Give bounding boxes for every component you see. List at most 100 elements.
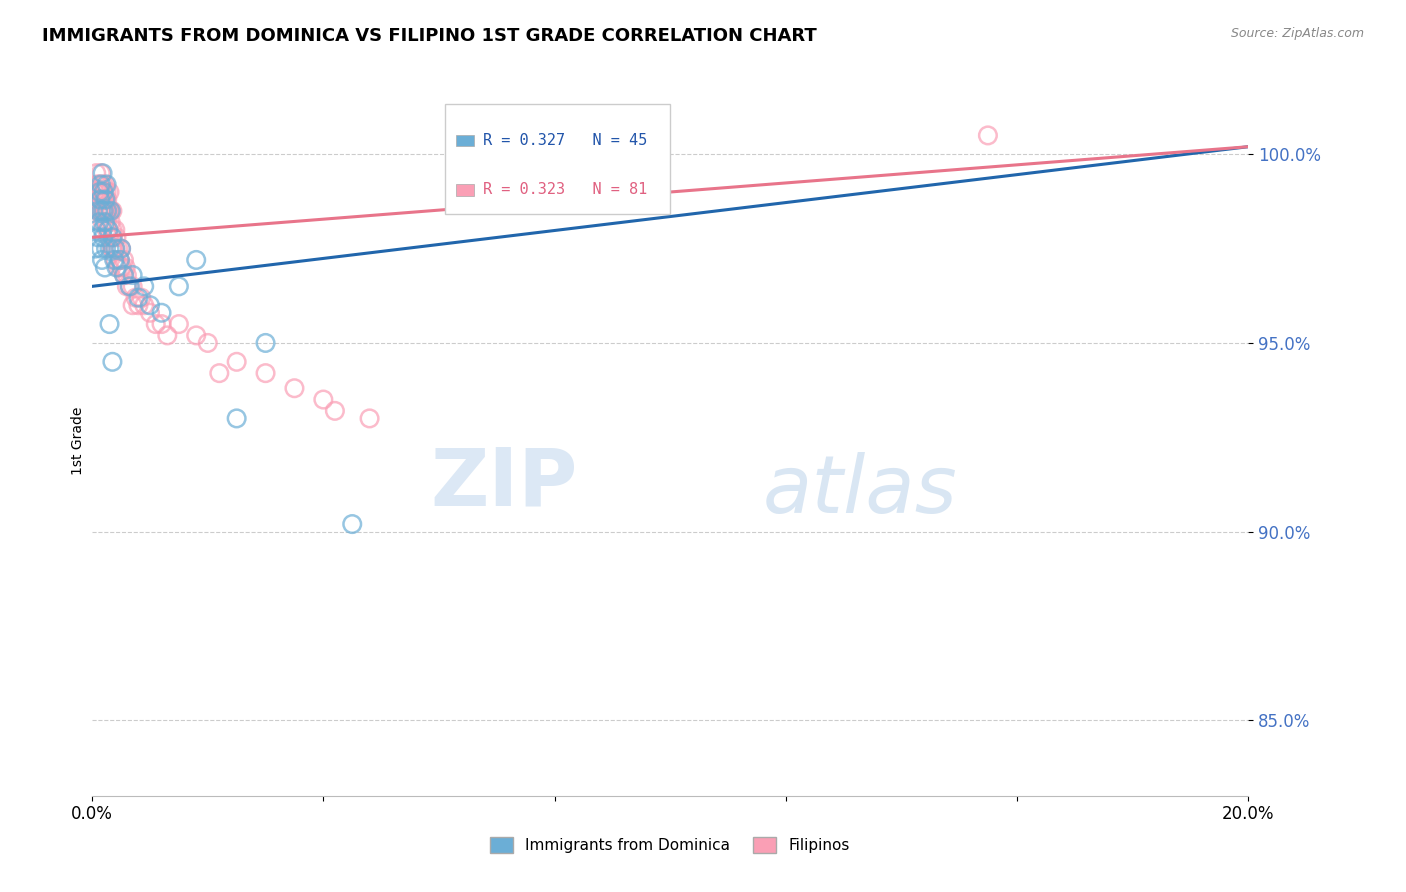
- Point: [91, 178, 114, 192]
- Point: [94, 242, 117, 256]
- Point: [134, 279, 156, 293]
- Point: [98, 203, 121, 218]
- Point: [93, 203, 115, 218]
- Point: [100, 203, 122, 218]
- Point: [312, 392, 335, 407]
- Point: [90, 193, 112, 207]
- Point: [93, 203, 115, 218]
- Point: [87, 185, 110, 199]
- Point: [90, 203, 112, 218]
- Point: [186, 252, 208, 267]
- Point: [93, 203, 115, 218]
- Point: [121, 279, 143, 293]
- Point: [111, 260, 134, 275]
- Point: [84, 242, 107, 256]
- Point: [90, 178, 112, 192]
- Point: [145, 317, 167, 331]
- Point: [94, 203, 117, 218]
- Point: [91, 166, 114, 180]
- Point: [89, 185, 111, 199]
- Point: [101, 223, 124, 237]
- Point: [104, 252, 127, 267]
- Text: R = 0.327   N = 45: R = 0.327 N = 45: [482, 133, 647, 148]
- Point: [84, 185, 107, 199]
- Point: [104, 223, 127, 237]
- Point: [91, 185, 114, 199]
- Point: [94, 178, 117, 192]
- Point: [100, 203, 122, 218]
- Point: [96, 203, 118, 218]
- Point: [101, 242, 124, 256]
- Point: [283, 381, 305, 395]
- Point: [103, 252, 125, 267]
- Point: [97, 203, 120, 218]
- Point: [96, 223, 118, 237]
- Point: [110, 242, 132, 256]
- Point: [186, 328, 208, 343]
- Point: [323, 404, 346, 418]
- Point: [254, 366, 277, 380]
- Point: [118, 279, 141, 293]
- Point: [134, 298, 156, 312]
- Point: [87, 215, 110, 229]
- Point: [96, 193, 118, 207]
- Point: [254, 335, 277, 350]
- Point: [91, 230, 114, 244]
- Point: [118, 279, 141, 293]
- Point: [112, 252, 135, 267]
- Point: [112, 268, 135, 282]
- Point: [93, 185, 115, 199]
- Point: [127, 298, 149, 312]
- Point: [94, 193, 117, 207]
- Point: [101, 242, 124, 256]
- Point: [105, 260, 128, 275]
- Point: [101, 230, 124, 244]
- Point: [87, 230, 110, 244]
- Point: [121, 298, 143, 312]
- Point: [98, 185, 121, 199]
- Point: [103, 242, 125, 256]
- Point: [93, 193, 115, 207]
- Point: [87, 203, 110, 218]
- Point: [114, 260, 136, 275]
- Point: [91, 193, 114, 207]
- Text: IMMIGRANTS FROM DOMINICA VS FILIPINO 1ST GRADE CORRELATION CHART: IMMIGRANTS FROM DOMINICA VS FILIPINO 1ST…: [42, 27, 817, 45]
- Point: [121, 268, 143, 282]
- Point: [110, 260, 132, 275]
- Point: [94, 260, 117, 275]
- Point: [101, 230, 124, 244]
- Point: [90, 203, 112, 218]
- Point: [86, 223, 108, 237]
- Point: [91, 215, 114, 229]
- Point: [124, 291, 146, 305]
- Point: [167, 317, 190, 331]
- Point: [150, 306, 173, 320]
- Legend: Immigrants from Dominica, Filipinos: Immigrants from Dominica, Filipinos: [484, 830, 856, 859]
- Point: [86, 178, 108, 192]
- Point: [98, 242, 121, 256]
- Point: [97, 223, 120, 237]
- Text: Source: ZipAtlas.com: Source: ZipAtlas.com: [1230, 27, 1364, 40]
- Point: [94, 215, 117, 229]
- Point: [87, 178, 110, 192]
- Point: [96, 178, 118, 192]
- Point: [115, 279, 138, 293]
- Point: [84, 166, 107, 180]
- Point: [90, 185, 112, 199]
- Point: [89, 185, 111, 199]
- Point: [91, 223, 114, 237]
- Point: [131, 291, 153, 305]
- Text: R = 0.323   N = 81: R = 0.323 N = 81: [482, 182, 647, 197]
- Point: [86, 193, 108, 207]
- Point: [94, 203, 117, 218]
- Point: [93, 185, 115, 199]
- Point: [107, 260, 129, 275]
- Point: [105, 230, 128, 244]
- Point: [101, 355, 124, 369]
- Point: [225, 355, 247, 369]
- Point: [108, 252, 131, 267]
- Point: [101, 203, 124, 218]
- Point: [96, 203, 118, 218]
- Point: [94, 193, 117, 207]
- Point: [342, 517, 364, 532]
